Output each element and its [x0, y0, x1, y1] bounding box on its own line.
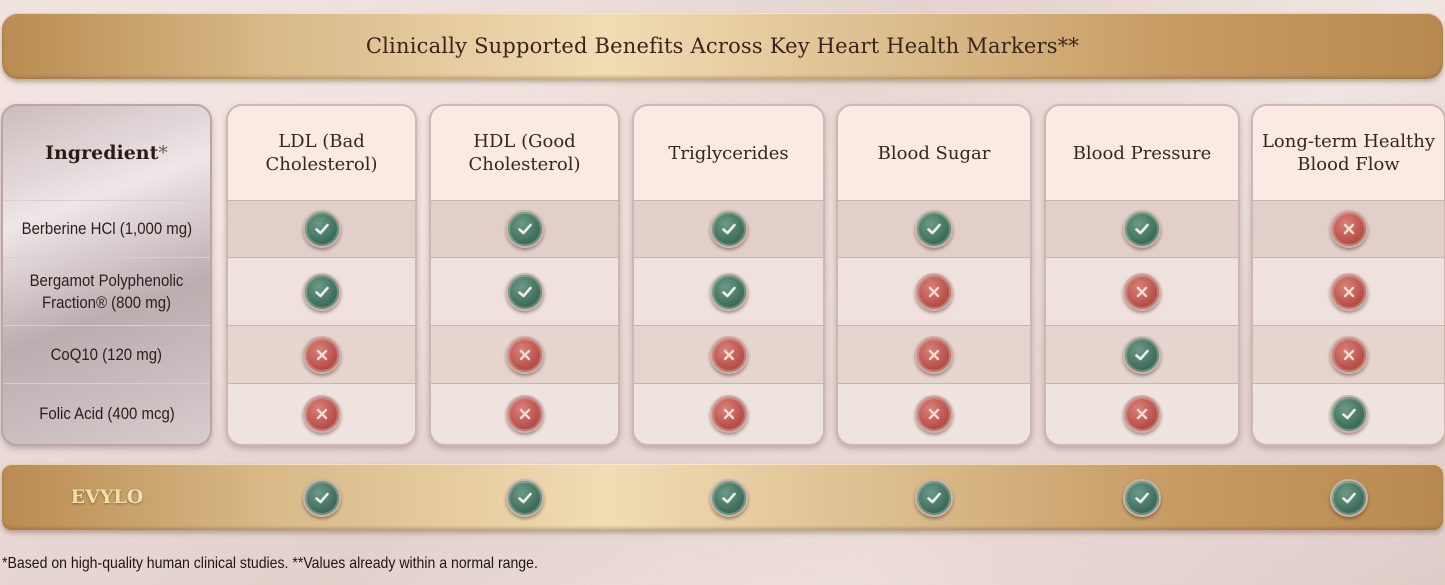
ingredient-row: Folic Acid (400 mcg): [3, 383, 210, 443]
check-circle-icon: [1123, 210, 1161, 248]
table-cell: [838, 325, 1030, 383]
table-cell: [228, 383, 415, 443]
table-cell: [431, 383, 618, 443]
x-circle-icon: [505, 335, 544, 374]
table-cell: [431, 200, 618, 257]
table-cell: [634, 257, 823, 325]
x-circle-icon: [709, 335, 748, 374]
table-cell: [634, 383, 823, 443]
check-circle-icon: [709, 272, 748, 311]
check-circle-icon: [709, 210, 748, 248]
x-circle-icon: [1329, 335, 1368, 374]
table-cell: [838, 383, 1030, 443]
column-header: Long-term Healthy Blood Flow: [1253, 106, 1444, 200]
marker-column: LDL (Bad Cholesterol): [226, 104, 417, 446]
check-circle-icon: [709, 479, 748, 517]
check-circle-icon: [915, 210, 953, 248]
table-cell: [634, 325, 823, 383]
table-cell: [1046, 325, 1238, 383]
marker-column: Triglycerides: [632, 104, 825, 446]
title-banner: Clinically Supported Benefits Across Key…: [2, 13, 1443, 79]
check-circle-icon: [1329, 479, 1368, 517]
check-circle-icon: [505, 272, 544, 311]
x-circle-icon: [709, 394, 748, 433]
ingredient-header-label: Ingredient: [45, 141, 159, 164]
x-circle-icon: [302, 394, 341, 433]
ingredient-label: Berberine HCl (1,000 mg): [21, 219, 192, 238]
x-circle-icon: [302, 335, 341, 374]
column-header: Blood Pressure: [1046, 106, 1238, 200]
x-circle-icon: [1123, 394, 1161, 433]
table-cell: [838, 257, 1030, 325]
ingredient-column: Ingredient * Berberine HCl (1,000 mg) Ber…: [1, 104, 212, 446]
table-cell: [228, 257, 415, 325]
check-circle-icon: [505, 479, 544, 517]
table-cell: [1253, 325, 1444, 383]
ingredient-row: Bergamot Polyphenolic Fraction® (800 mg): [3, 257, 210, 325]
footnote: *Based on high-quality human clinical st…: [2, 555, 538, 572]
ingredient-row: Berberine HCl (1,000 mg): [3, 200, 210, 257]
table-cell: [1046, 383, 1238, 443]
table-cell: [1253, 383, 1444, 443]
x-circle-icon: [915, 394, 953, 433]
ingredient-label: Folic Acid (400 mcg): [38, 403, 175, 423]
ingredient-row: CoQ10 (120 mg): [3, 325, 210, 383]
table-cell: [1046, 257, 1238, 325]
column-header: LDL (Bad Cholesterol): [228, 106, 415, 200]
page-title: Clinically Supported Benefits Across Key…: [365, 34, 1080, 58]
check-circle-icon: [505, 210, 544, 248]
ingredient-label: Bergamot Polyphenolic Fraction® (800 mg): [29, 270, 184, 312]
ingredient-header-mark: *: [158, 141, 168, 164]
table-cell: [228, 325, 415, 383]
table-cell: [838, 200, 1030, 257]
marker-column: HDL (Good Cholesterol): [429, 104, 620, 446]
x-circle-icon: [915, 272, 953, 311]
ingredient-label: CoQ10 (120 mg): [50, 344, 163, 364]
product-bar: EVYLO: [2, 464, 1443, 530]
x-circle-icon: [915, 335, 953, 374]
table-cell: [1046, 200, 1238, 257]
check-circle-icon: [302, 272, 341, 311]
table-cell: [634, 200, 823, 257]
check-circle-icon: [1123, 479, 1161, 517]
x-circle-icon: [1329, 210, 1368, 248]
product-name: EVYLO: [70, 486, 144, 508]
marker-column: Blood Pressure: [1044, 104, 1240, 446]
check-circle-icon: [302, 479, 341, 517]
check-circle-icon: [915, 479, 953, 517]
marker-column: Blood Sugar: [836, 104, 1032, 446]
x-circle-icon: [1123, 272, 1161, 311]
check-circle-icon: [302, 210, 341, 248]
check-circle-icon: [1329, 394, 1368, 433]
column-header: Triglycerides: [634, 106, 823, 200]
column-header: Blood Sugar: [838, 106, 1030, 200]
table-cell: [431, 257, 618, 325]
table-cell: [1253, 257, 1444, 325]
x-circle-icon: [505, 394, 544, 433]
column-header: HDL (Good Cholesterol): [431, 106, 618, 200]
check-circle-icon: [1123, 335, 1161, 374]
ingredient-header: Ingredient *: [3, 106, 210, 200]
table-cell: [1253, 200, 1444, 257]
x-circle-icon: [1329, 272, 1368, 311]
marker-column: Long-term Healthy Blood Flow: [1251, 104, 1445, 446]
table-cell: [431, 325, 618, 383]
table-cell: [228, 200, 415, 257]
